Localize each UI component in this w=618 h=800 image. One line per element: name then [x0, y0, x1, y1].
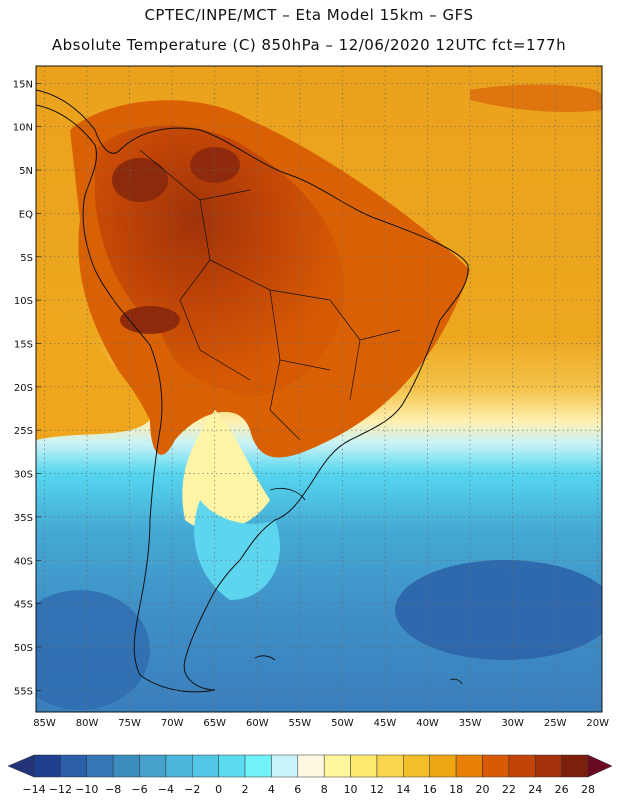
lon-label: 20W	[586, 718, 609, 729]
colorbar-swatch	[86, 754, 114, 778]
colorbar-swatch	[323, 754, 351, 778]
lon-label: 70W	[161, 718, 184, 729]
colorbar-label: 16	[423, 783, 437, 796]
map-frame	[35, 65, 603, 713]
lat-label: EQ	[19, 209, 33, 220]
colorbar-label: 8	[321, 783, 328, 796]
lon-label: 60W	[246, 718, 269, 729]
coastline-borders	[36, 89, 469, 693]
lat-label: 10S	[14, 296, 33, 307]
lon-label: 25W	[544, 718, 567, 729]
lon-label: 55W	[289, 718, 312, 729]
temperature-field	[36, 66, 602, 712]
lat-label: 35S	[14, 513, 33, 524]
colorbar-label: 4	[268, 783, 275, 796]
lon-label: 80W	[76, 718, 99, 729]
lon-label: 50W	[331, 718, 354, 729]
lat-label: 5S	[20, 253, 33, 264]
lat-label: 30S	[14, 470, 33, 481]
colorbar-swatch	[561, 754, 589, 778]
lat-label: 5N	[19, 166, 33, 177]
chart-title-line-2: Absolute Temperature (C) 850hPa – 12/06/…	[51, 36, 567, 54]
lon-label: 30W	[501, 718, 524, 729]
latitude-labels: 15N 10N 5N EQ 5S 10S 15S 20S 25S 30S 35S 40S 45S 50S 5…	[13, 79, 33, 697]
colorbar-label: 22	[502, 783, 516, 796]
colorbar-label: 18	[449, 783, 463, 796]
lat-label: 20S	[14, 383, 33, 394]
colorbar-label: 24	[528, 783, 542, 796]
colorbar-swatch	[376, 754, 404, 778]
colorbar-swatch	[165, 754, 193, 778]
colorbar	[7, 754, 613, 778]
lon-label: 45W	[374, 718, 397, 729]
colorbar-swatch	[192, 754, 219, 778]
colorbar-under-arrow	[7, 754, 35, 778]
colorbar-swatch	[403, 754, 430, 778]
chart-title-line-1: CPTEC/INPE/MCT – Eta Model 15km – GFS	[144, 6, 474, 24]
colorbar-label: −2	[184, 783, 200, 796]
lat-label: 40S	[14, 556, 33, 567]
lat-label: 55S	[14, 686, 33, 697]
lon-label: 65W	[203, 718, 226, 729]
lon-label: 35W	[459, 718, 482, 729]
colorbar-swatch	[271, 754, 299, 778]
colorbar-swatch	[60, 754, 88, 778]
colorbar-label: −4	[158, 783, 174, 796]
colorbar-labels: −14 −12 −10 −8 −6 −4 −2 0 2 4 6 8 10 12 14 16 18 20 22 24 26…	[22, 783, 595, 796]
colorbar-label: 2	[242, 783, 249, 796]
colorbar-over-arrow	[587, 754, 613, 778]
colorbar-label: −14	[22, 783, 45, 796]
colorbar-swatch	[534, 754, 562, 778]
lon-label: 75W	[118, 718, 141, 729]
colorbar-label: −12	[49, 783, 72, 796]
colorbar-swatch	[350, 754, 378, 778]
lat-label: 45S	[14, 600, 33, 611]
colorbar-label: 20	[475, 783, 489, 796]
colorbar-swatch	[455, 754, 483, 778]
colorbar-swatch	[33, 754, 61, 778]
colorbar-label: −10	[75, 783, 98, 796]
lat-label: 25S	[14, 426, 33, 437]
colorbar-label: 26	[555, 783, 569, 796]
colorbar-swatch	[244, 754, 272, 778]
colorbar-swatch	[508, 754, 536, 778]
colorbar-label: 28	[581, 783, 595, 796]
colorbar-label: 10	[344, 783, 358, 796]
colorbar-label: −6	[131, 783, 147, 796]
colorbar-label: 12	[370, 783, 384, 796]
lat-label: 15S	[14, 339, 33, 350]
colorbar-label: 14	[396, 783, 410, 796]
lat-label: 15N	[13, 79, 33, 90]
graticule	[36, 66, 602, 712]
colorbar-label: 6	[294, 783, 301, 796]
colorbar-swatch	[218, 754, 246, 778]
colorbar-swatch	[429, 754, 457, 778]
lon-label: 40W	[416, 718, 439, 729]
colorbar-swatch	[139, 754, 167, 778]
lat-label: 50S	[14, 643, 33, 654]
colorbar-swatch	[112, 754, 140, 778]
colorbar-label: −8	[105, 783, 121, 796]
colorbar-swatch	[297, 754, 325, 778]
colorbar-swatch	[482, 754, 510, 778]
colorbar-label: 0	[215, 783, 222, 796]
lat-label: 10N	[13, 123, 33, 134]
lon-label: 85W	[33, 718, 56, 729]
longitude-labels: 85W 80W 75W 70W 65W 60W 55W 50W 45W 40W 35W 30W 25W 2…	[33, 718, 609, 729]
